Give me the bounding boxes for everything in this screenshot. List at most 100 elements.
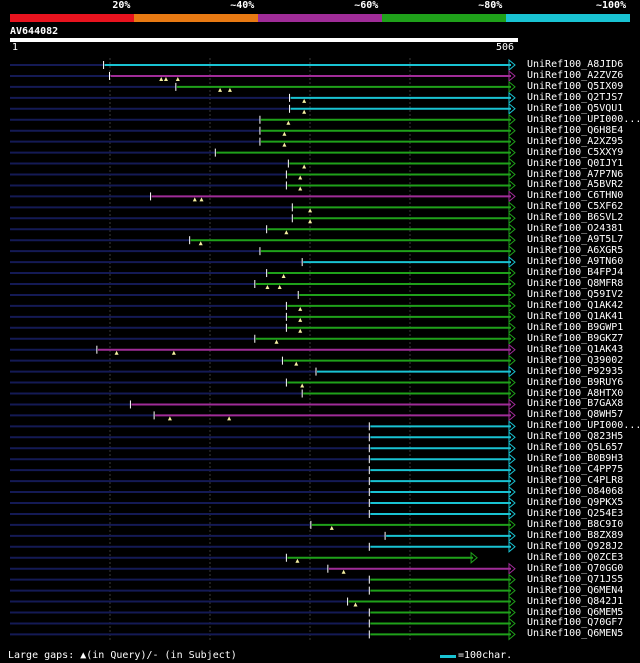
hit-row[interactable] bbox=[10, 475, 516, 488]
hit-label[interactable]: UniRef100_C4PLR8 bbox=[527, 475, 624, 487]
hit-label[interactable]: UniRef100_Q928J2 bbox=[527, 540, 624, 552]
hit-row[interactable] bbox=[10, 453, 516, 466]
hit-row[interactable] bbox=[10, 245, 516, 258]
hit-row[interactable] bbox=[10, 343, 516, 356]
hit-row[interactable] bbox=[10, 387, 516, 400]
hit-row[interactable] bbox=[10, 485, 516, 499]
hit-label[interactable]: UniRef100_A5BVR2 bbox=[527, 179, 624, 191]
hit-row[interactable] bbox=[10, 420, 516, 433]
hit-row[interactable] bbox=[10, 551, 478, 564]
hit-label[interactable]: UniRef100_B0B9H3 bbox=[527, 453, 624, 465]
hit-label[interactable]: UniRef100_Q1AK41 bbox=[527, 310, 624, 322]
hit-label[interactable]: UniRef100_C4PP75 bbox=[527, 464, 624, 476]
hit-row[interactable] bbox=[10, 102, 516, 115]
hit-row[interactable] bbox=[10, 628, 516, 641]
hit-label[interactable]: UniRef100_A6XGR5 bbox=[527, 245, 624, 257]
hit-label[interactable]: UniRef100_Q254E3 bbox=[527, 507, 624, 519]
hit-row[interactable] bbox=[10, 332, 516, 345]
hit-label[interactable]: UniRef100_Q59IV2 bbox=[527, 288, 624, 300]
hit-label[interactable]: UniRef100_A8JID6 bbox=[527, 59, 624, 70]
hit-row[interactable] bbox=[10, 376, 516, 389]
hit-label[interactable]: UniRef100_Q6MEN5 bbox=[527, 628, 624, 640]
hit-row[interactable] bbox=[10, 157, 516, 170]
hit-label[interactable]: UniRef100_Q2TJS7 bbox=[527, 91, 624, 103]
hit-label[interactable]: UniRef100_B7GAX8 bbox=[527, 398, 624, 410]
hit-label[interactable]: UniRef100_B8C9I0 bbox=[527, 518, 624, 530]
hit-row[interactable] bbox=[10, 529, 516, 542]
hit-row[interactable] bbox=[10, 562, 516, 575]
hit-label[interactable]: UniRef100_Q71JS5 bbox=[527, 573, 624, 585]
hit-row[interactable] bbox=[10, 617, 516, 630]
hit-row[interactable] bbox=[10, 365, 516, 378]
hit-label[interactable]: UniRef100_Q823H5 bbox=[527, 431, 624, 443]
hit-label[interactable]: UniRef100_A7P7N6 bbox=[527, 168, 624, 180]
hit-label[interactable]: UniRef100_Q6H8E4 bbox=[527, 124, 624, 136]
hit-row[interactable] bbox=[10, 496, 516, 510]
hit-label[interactable]: UniRef100_Q5IX09 bbox=[527, 80, 624, 92]
hit-row[interactable] bbox=[10, 398, 516, 411]
hit-row[interactable] bbox=[10, 288, 516, 302]
hit-label[interactable]: UniRef100_Q8WH57 bbox=[527, 409, 624, 421]
hit-row[interactable] bbox=[10, 310, 516, 323]
hit-row[interactable] bbox=[10, 277, 516, 291]
hit-label[interactable]: UniRef100_Q1AK42 bbox=[527, 299, 624, 311]
hit-label[interactable]: UniRef100_Q70GF7 bbox=[527, 617, 624, 629]
hit-row[interactable] bbox=[10, 299, 516, 312]
hit-row[interactable] bbox=[10, 518, 516, 531]
hit-label[interactable]: UniRef100_Q842J1 bbox=[527, 595, 624, 607]
hit-row[interactable] bbox=[10, 58, 516, 72]
hit-row[interactable] bbox=[10, 69, 516, 83]
hit-label[interactable]: UniRef100_A2ZVZ6 bbox=[527, 69, 624, 81]
hit-label[interactable]: UniRef100_P92935 bbox=[527, 365, 624, 377]
hit-label[interactable]: UniRef100_B8ZX89 bbox=[527, 529, 624, 541]
hit-label[interactable]: UniRef100_B4FPJ4 bbox=[527, 267, 624, 279]
hit-row[interactable] bbox=[10, 212, 516, 225]
hit-label[interactable]: UniRef100_Q39002 bbox=[527, 354, 624, 366]
hit-row[interactable] bbox=[10, 124, 516, 137]
hit-row[interactable] bbox=[10, 409, 516, 422]
hit-row[interactable] bbox=[10, 113, 516, 126]
hit-label[interactable]: UniRef100_Q9PKX5 bbox=[527, 497, 624, 508]
hit-label[interactable]: UniRef100_B9RUY6 bbox=[527, 376, 624, 388]
hit-row[interactable] bbox=[10, 573, 516, 586]
hit-label[interactable]: UniRef100_Q6MEM5 bbox=[527, 606, 624, 618]
hit-row[interactable] bbox=[10, 321, 516, 334]
hit-label[interactable]: UniRef100_O84068 bbox=[527, 486, 624, 498]
hit-row[interactable] bbox=[10, 168, 516, 181]
hit-label[interactable]: UniRef100_Q5VQU1 bbox=[527, 102, 624, 114]
hit-label[interactable]: UniRef100_C5XXY9 bbox=[527, 146, 624, 158]
hit-row[interactable] bbox=[10, 540, 516, 553]
hit-row[interactable] bbox=[10, 606, 516, 619]
hit-row[interactable] bbox=[10, 135, 516, 148]
hit-row[interactable] bbox=[10, 179, 516, 192]
hit-row[interactable] bbox=[10, 595, 516, 608]
hit-label[interactable]: UniRef100_B6SVL2 bbox=[527, 212, 624, 224]
hit-row[interactable] bbox=[10, 507, 516, 521]
hit-label[interactable]: UniRef100_Q8MFR8 bbox=[527, 278, 624, 289]
hit-row[interactable] bbox=[10, 584, 516, 597]
hit-row[interactable] bbox=[10, 80, 516, 93]
hit-label[interactable]: UniRef100_C6THN0 bbox=[527, 190, 624, 202]
hit-label[interactable]: UniRef100_A8HTX0 bbox=[527, 387, 624, 399]
hit-row[interactable] bbox=[10, 201, 516, 214]
hit-row[interactable] bbox=[10, 190, 516, 203]
hit-label[interactable]: UniRef100_Q70GG0 bbox=[527, 562, 624, 574]
hit-row[interactable] bbox=[10, 266, 516, 280]
hit-label[interactable]: UniRef100_Q6MEN4 bbox=[527, 584, 624, 596]
hit-label[interactable]: UniRef100_Q0ZCE3 bbox=[527, 551, 624, 563]
hit-label[interactable]: UniRef100_Q5L657 bbox=[527, 442, 624, 454]
hit-label[interactable]: UniRef100_O24381 bbox=[527, 223, 624, 235]
hit-row[interactable] bbox=[10, 354, 516, 367]
hit-label[interactable]: UniRef100_C5XF62 bbox=[527, 201, 624, 213]
hit-row[interactable] bbox=[10, 234, 516, 247]
hit-label[interactable]: UniRef100_A9TN60 bbox=[527, 256, 624, 268]
hit-label[interactable]: UniRef100_UPI000... bbox=[527, 113, 640, 125]
hit-label[interactable]: UniRef100_UPI000... bbox=[527, 420, 640, 432]
hit-label[interactable]: UniRef100_Q0IJY1 bbox=[527, 157, 624, 169]
hit-row[interactable] bbox=[10, 91, 516, 104]
hit-label[interactable]: UniRef100_B9GWP1 bbox=[527, 321, 624, 333]
hit-row[interactable] bbox=[10, 464, 516, 477]
hit-row[interactable] bbox=[10, 431, 516, 444]
hit-label[interactable]: UniRef100_A2XZ95 bbox=[527, 135, 624, 147]
hit-row[interactable] bbox=[10, 256, 516, 269]
